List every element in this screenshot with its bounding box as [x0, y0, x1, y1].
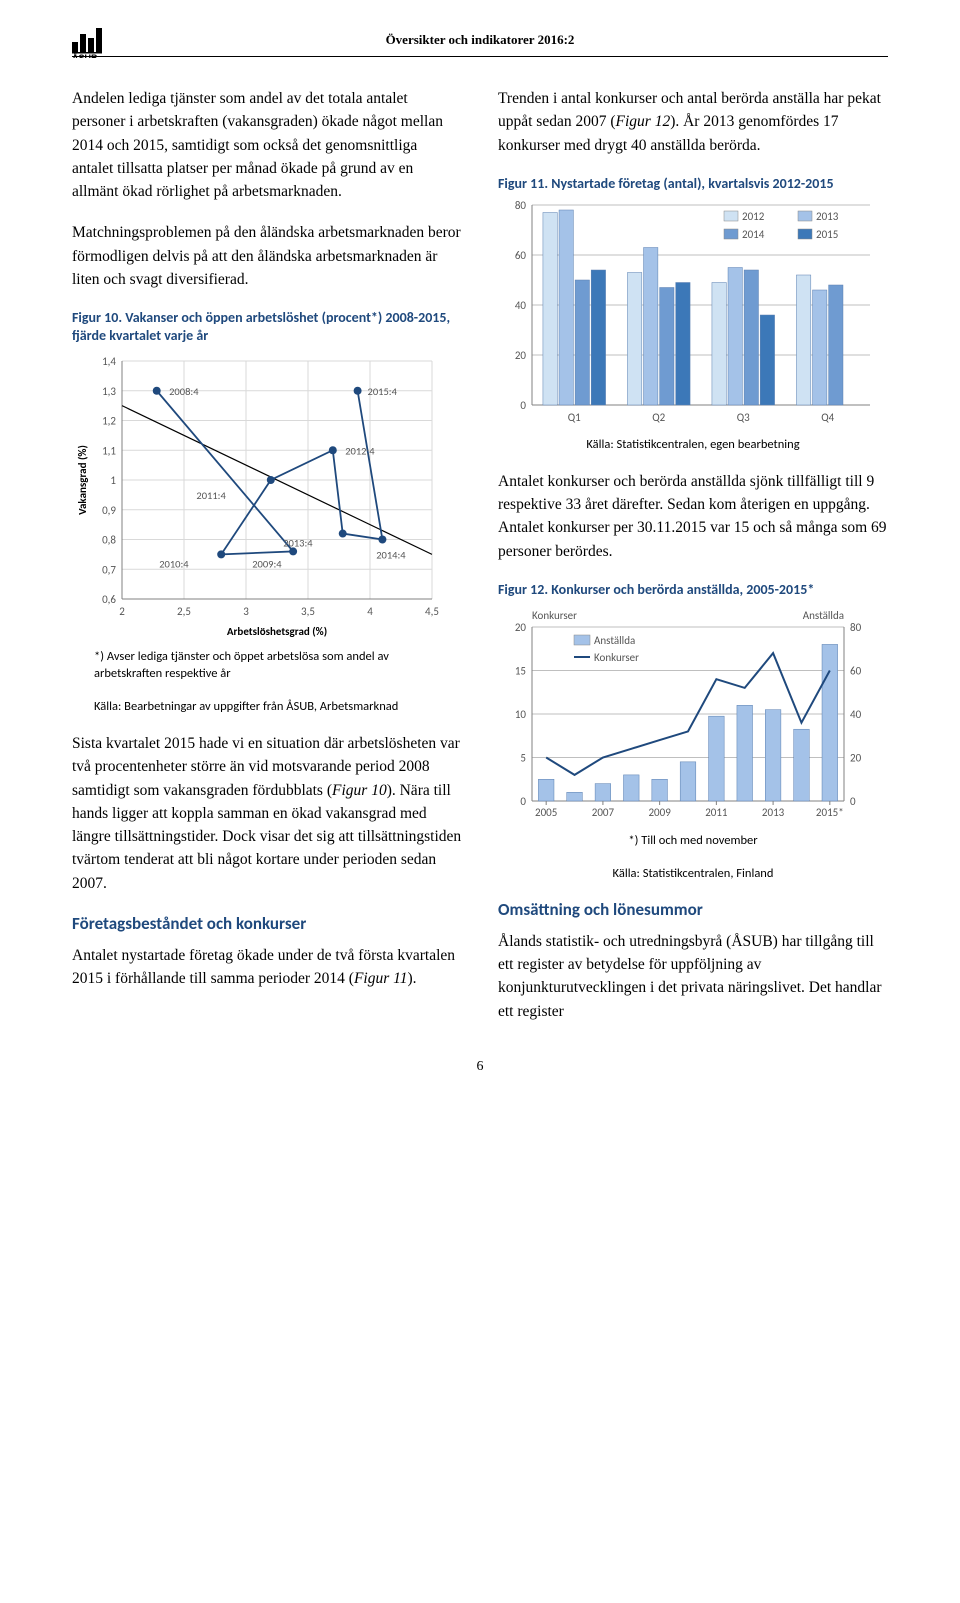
svg-text:80: 80 — [515, 199, 527, 212]
left-p4-figref: Figur 11 — [354, 970, 408, 987]
fig10-source: Källa: Bearbetningar av uppgifter från Å… — [94, 699, 448, 716]
svg-text:10: 10 — [515, 708, 527, 721]
svg-text:0: 0 — [850, 795, 856, 808]
svg-text:2008:4: 2008:4 — [169, 385, 199, 398]
svg-text:2: 2 — [119, 605, 125, 618]
svg-text:40: 40 — [850, 708, 862, 721]
section-companies-bankruptcy: Företagsbeståndet och konkurser — [72, 913, 462, 934]
fig12-chart: Konkurser Anställda 0 5 10 15 20 0 20 40 60 80 2005 2… — [498, 605, 878, 825]
svg-text:2013:4: 2013:4 — [283, 537, 313, 550]
svg-text:Vakansgrad (%): Vakansgrad (%) — [76, 445, 89, 515]
fig12-title: Figur 12. Konkurser och berörda anställd… — [498, 581, 888, 599]
svg-text:2015*: 2015* — [816, 806, 844, 819]
svg-text:3: 3 — [243, 605, 249, 618]
svg-text:20: 20 — [515, 621, 527, 634]
svg-text:15: 15 — [515, 665, 526, 678]
svg-text:0,9: 0,9 — [102, 504, 116, 517]
svg-text:60: 60 — [850, 665, 862, 678]
svg-text:1: 1 — [110, 474, 116, 487]
fig10-chart: 0,6 0,7 0,8 0,9 1 1,1 1,2 1,3 1,4 2 2,5 3 3,5 4 4,5 200… — [72, 351, 442, 641]
svg-text:Q3: Q3 — [737, 411, 750, 424]
svg-text:60: 60 — [515, 249, 527, 262]
asub-logo: ÅSUB — [72, 24, 114, 58]
svg-text:5: 5 — [520, 752, 526, 765]
right-p1: Trenden i antal konkurser och antal berö… — [498, 87, 888, 157]
svg-text:0: 0 — [520, 399, 526, 412]
svg-text:20: 20 — [515, 349, 527, 362]
svg-text:2015: 2015 — [816, 228, 838, 241]
page-header: ÅSUB Översikter och indikatorer 2016:2 — [72, 32, 888, 48]
svg-text:Q1: Q1 — [568, 411, 581, 424]
svg-text:2014:4: 2014:4 — [376, 549, 406, 562]
fig11-title: Figur 11. Nystartade företag (antal), kv… — [498, 175, 888, 193]
fig11-chart: 0 20 40 60 80 Q1 Q2 Q3 Q4 2012 2013 2014 2015 — [498, 199, 878, 429]
left-p4b: ). — [407, 970, 416, 987]
header-divider — [72, 56, 888, 57]
svg-text:20: 20 — [850, 752, 862, 765]
svg-text:2012:4: 2012:4 — [345, 445, 375, 458]
svg-text:1,2: 1,2 — [102, 415, 116, 428]
fig11-source: Källa: Statistikcentralen, egen bearbetn… — [518, 437, 868, 454]
fig12-source: Källa: Statistikcentralen, Finland — [518, 866, 868, 883]
svg-text:80: 80 — [850, 621, 862, 634]
svg-text:2009:4: 2009:4 — [252, 558, 282, 571]
svg-text:4,5: 4,5 — [425, 605, 439, 618]
right-p1-figref: Figur 12 — [616, 113, 671, 130]
svg-text:2,5: 2,5 — [177, 605, 191, 618]
svg-text:0,6: 0,6 — [102, 593, 116, 606]
svg-text:ÅSUB: ÅSUB — [72, 53, 98, 58]
svg-text:2007: 2007 — [592, 806, 615, 819]
svg-text:2005: 2005 — [535, 806, 557, 819]
svg-text:0,8: 0,8 — [102, 534, 116, 547]
fig10-note: *) Avser lediga tjänster och öppet arbet… — [94, 649, 448, 683]
two-column-layout: Andelen lediga tjänster som andel av det… — [72, 87, 888, 1023]
left-p3: Sista kvartalet 2015 hade vi en situatio… — [72, 732, 462, 895]
left-p3-figref: Figur 10 — [332, 782, 387, 799]
svg-text:Arbetslöshetsgrad (%): Arbetslöshetsgrad (%) — [227, 625, 327, 638]
right-p2: Antalet konkurser och berörda anställda … — [498, 470, 888, 563]
svg-text:1,4: 1,4 — [102, 355, 116, 368]
left-p2: Matchningsproblemen på den åländska arbe… — [72, 221, 462, 291]
svg-text:2015:4: 2015:4 — [368, 385, 398, 398]
svg-text:2012: 2012 — [742, 210, 765, 223]
svg-text:2013: 2013 — [816, 210, 839, 223]
svg-text:1,1: 1,1 — [102, 445, 116, 458]
section-revenue-wages: Omsättning och lönesummor — [498, 899, 888, 920]
header-title: Översikter och indikatorer 2016:2 — [72, 32, 888, 48]
svg-text:Q2: Q2 — [652, 411, 665, 424]
svg-text:0: 0 — [520, 795, 526, 808]
fig12-note: *) Till och med november — [518, 833, 868, 850]
svg-text:Konkurser: Konkurser — [594, 651, 639, 664]
svg-text:2009: 2009 — [648, 806, 671, 819]
svg-text:2011: 2011 — [705, 806, 728, 819]
right-p3: Ålands statistik- och utredningsbyrå (ÅS… — [498, 930, 888, 1023]
svg-text:Konkurser: Konkurser — [532, 609, 577, 622]
svg-text:2010:4: 2010:4 — [159, 558, 189, 571]
svg-text:Anställda: Anställda — [594, 634, 635, 647]
svg-text:2013: 2013 — [762, 806, 785, 819]
svg-text:0,7: 0,7 — [102, 564, 116, 577]
svg-text:2014: 2014 — [742, 228, 765, 241]
left-p1: Andelen lediga tjänster som andel av det… — [72, 87, 462, 203]
svg-text:1,3: 1,3 — [102, 385, 116, 398]
fig10-title: Figur 10. Vakanser och öppen arbetslöshe… — [72, 309, 462, 345]
page-number: 6 — [72, 1059, 888, 1075]
right-column: Trenden i antal konkurser och antal berö… — [498, 87, 888, 1023]
left-p4: Antalet nystartade företag ökade under d… — [72, 944, 462, 991]
svg-text:Q4: Q4 — [821, 411, 834, 424]
svg-text:3,5: 3,5 — [301, 605, 315, 618]
left-column: Andelen lediga tjänster som andel av det… — [72, 87, 462, 1023]
svg-text:Anställda: Anställda — [803, 609, 844, 622]
svg-text:4: 4 — [367, 605, 373, 618]
svg-text:2011:4: 2011:4 — [196, 489, 226, 502]
svg-text:40: 40 — [515, 299, 527, 312]
